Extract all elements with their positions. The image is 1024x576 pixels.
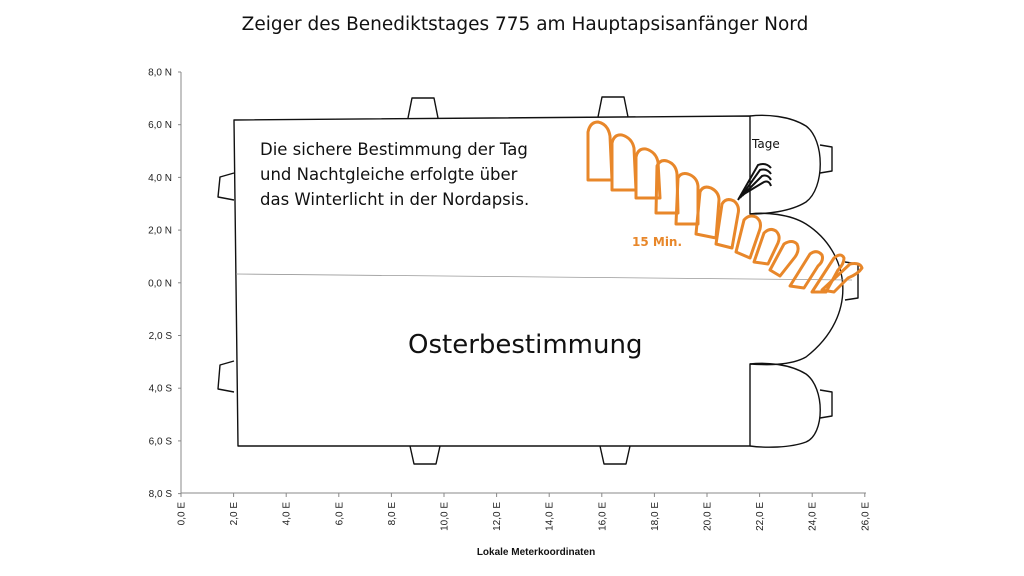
x-tick-label: 0,0 E bbox=[177, 502, 188, 526]
x-axis-title: Lokale Meterkoordinaten bbox=[477, 547, 595, 558]
minutes-label: 15 Min. bbox=[632, 235, 682, 249]
y-tick-label: 2,0 N bbox=[148, 226, 172, 237]
shadow-lobe bbox=[654, 159, 680, 215]
south-buttress-2 bbox=[599, 445, 631, 465]
north-side-apse bbox=[749, 114, 821, 215]
west-buttress-north bbox=[217, 172, 235, 201]
shadow-lobe bbox=[752, 227, 781, 266]
x-tick-label: 10,0 E bbox=[440, 502, 451, 531]
church-floor-plan bbox=[217, 96, 859, 465]
note-line-2: und Nachtgleiche erfolgte über bbox=[260, 165, 518, 184]
y-tick-label: 2,0 S bbox=[149, 331, 173, 342]
shadow-lobe bbox=[768, 240, 800, 278]
x-tick-label: 20,0 E bbox=[703, 502, 714, 531]
shadow-lobe bbox=[734, 214, 762, 260]
main-label: Osterbestimmung bbox=[408, 330, 642, 360]
x-tick-label: 4,0 E bbox=[282, 502, 293, 526]
shadow-lobe bbox=[586, 120, 614, 182]
day-marker bbox=[741, 174, 772, 197]
day-markers bbox=[737, 163, 772, 201]
x-tick-label: 22,0 E bbox=[755, 502, 766, 531]
x-tick-label: 18,0 E bbox=[650, 502, 661, 531]
x-tick-label: 14,0 E bbox=[545, 502, 556, 531]
note-line-1: Die sichere Bestimmung der Tag bbox=[260, 140, 528, 159]
y-tick-label: 6,0 S bbox=[149, 436, 173, 447]
centre-axis-line bbox=[235, 273, 853, 281]
shadow-lobe bbox=[788, 250, 824, 290]
shadow-lobe bbox=[610, 133, 638, 192]
axes: 8,0 N 6,0 N 4,0 N 2,0 N 0,0 N 2,0 S 4,0 S 6,0 S… bbox=[148, 68, 871, 559]
west-buttress-south bbox=[217, 360, 235, 393]
south-buttress-1 bbox=[409, 445, 441, 465]
north-apse-nub bbox=[819, 144, 833, 174]
day-marker bbox=[743, 180, 772, 195]
y-ticks: 8,0 N 6,0 N 4,0 N 2,0 N 0,0 N 2,0 S 4,0 S 6,0 S… bbox=[148, 68, 181, 500]
shadow-lobe bbox=[674, 172, 700, 226]
shadow-lobe bbox=[820, 262, 864, 294]
y-tick-label: 4,0 N bbox=[148, 173, 172, 184]
shadow-lobe bbox=[634, 147, 662, 200]
day-marker bbox=[737, 163, 772, 201]
shadow-projections bbox=[586, 120, 864, 294]
north-buttress-2 bbox=[597, 96, 629, 118]
shadow-lobe bbox=[810, 253, 846, 294]
note-line-3: das Winterlicht in der Nordapsis. bbox=[260, 190, 529, 209]
y-tick-label: 4,0 S bbox=[149, 384, 173, 395]
x-tick-label: 2,0 E bbox=[229, 502, 240, 526]
x-tick-label: 6,0 E bbox=[334, 502, 345, 526]
page-title: Zeiger des Benediktstages 775 am Hauptap… bbox=[241, 14, 809, 35]
day-marker bbox=[739, 168, 772, 199]
x-tick-label: 26,0 E bbox=[860, 502, 871, 531]
shadow-lobe bbox=[714, 198, 740, 250]
north-buttress-1 bbox=[407, 97, 439, 119]
x-tick-label: 12,0 E bbox=[492, 502, 503, 531]
south-apse-nub bbox=[819, 389, 833, 419]
nave-outline bbox=[233, 115, 844, 447]
shadow-lobe bbox=[694, 185, 721, 240]
x-tick-label: 24,0 E bbox=[808, 502, 819, 531]
y-tick-label: 8,0 N bbox=[148, 68, 172, 79]
x-tick-label: 8,0 E bbox=[387, 502, 398, 526]
south-side-apse bbox=[749, 362, 821, 448]
y-tick-label: 8,0 S bbox=[149, 489, 173, 500]
days-label: Tage bbox=[751, 137, 780, 151]
y-tick-label: 6,0 N bbox=[148, 120, 172, 131]
x-tick-label: 16,0 E bbox=[597, 502, 608, 531]
x-ticks: 0,0 E 2,0 E 4,0 E 6,0 E 8,0 E 10,0 E 12,0 E 14,… bbox=[177, 493, 871, 531]
y-tick-label: 0,0 N bbox=[148, 278, 172, 289]
